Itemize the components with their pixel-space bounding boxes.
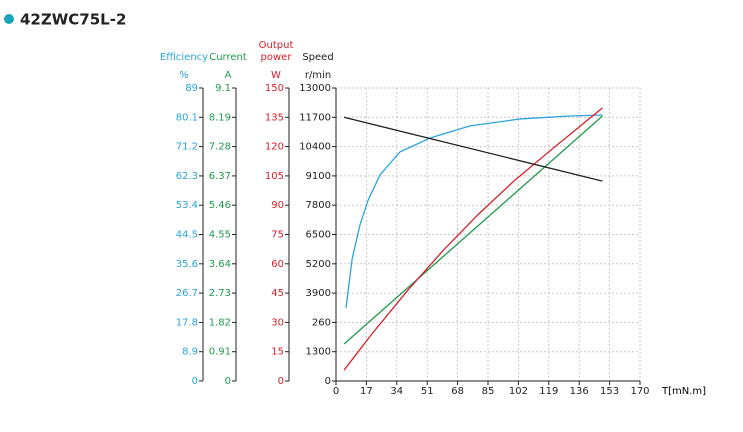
y-axis-title: power [261, 52, 293, 63]
y-tick-label: 0 [192, 376, 198, 387]
y-tick-label: 7800 [306, 200, 331, 211]
curve [345, 114, 603, 308]
y-tick-label: 71.2 [176, 142, 198, 153]
y-tick-label: 9.1 [215, 83, 231, 94]
y-tick-label: 11700 [299, 112, 331, 123]
y-tick-label: 0 [278, 376, 284, 387]
y-axis-unit: % [179, 70, 189, 81]
x-axis-label: T[mN.m] [661, 386, 706, 397]
x-tick-label: 34 [390, 386, 403, 397]
y-tick-label: 26.7 [176, 288, 198, 299]
y-tick-label: 1300 [306, 347, 331, 358]
x-tick-label: 68 [451, 386, 464, 397]
chart-title: 42ZWC75L-2 [20, 11, 126, 29]
y-tick-label: 10400 [299, 142, 331, 153]
y-tick-label: 105 [265, 171, 284, 182]
y-tick-label: 0.91 [209, 347, 231, 358]
y-axis-title: Output [259, 40, 294, 51]
y-tick-label: 9100 [306, 171, 331, 182]
y-tick-label: 60 [271, 259, 284, 270]
y-axis-unit: r/min [305, 70, 331, 81]
curve [343, 116, 603, 182]
x-tick-label: 119 [539, 386, 558, 397]
y-axis-unit: A [225, 70, 232, 81]
y-tick-label: 8.19 [209, 112, 231, 123]
x-tick-label: 85 [482, 386, 495, 397]
x-tick-label: 102 [509, 386, 528, 397]
y-axis-title: Efficiency [160, 52, 208, 63]
y-tick-label: 4.55 [209, 230, 231, 241]
y-tick-label: 3900 [306, 288, 331, 299]
y-tick-label: 44.5 [176, 230, 198, 241]
y-tick-label: 3.64 [209, 259, 231, 270]
y-axis-title: Current [209, 52, 247, 63]
curve [343, 115, 603, 345]
y-tick-label: 13000 [299, 83, 331, 94]
y-tick-label: 7.28 [209, 142, 231, 153]
y-tick-label: 0 [325, 376, 331, 387]
y-tick-label: 5200 [306, 259, 331, 270]
y-tick-label: 2.73 [209, 288, 231, 299]
y-tick-label: 150 [265, 83, 284, 94]
y-tick-label: 0 [225, 376, 231, 387]
y-axis-title: Speed [302, 52, 333, 63]
y-tick-label: 260 [312, 317, 331, 328]
y-tick-label: 62.3 [176, 171, 198, 182]
y-tick-label: 53.4 [176, 200, 198, 211]
y-tick-label: 45 [271, 288, 284, 299]
y-tick-label: 80.1 [176, 112, 198, 123]
y-tick-label: 135 [265, 112, 284, 123]
x-tick-label: 51 [421, 386, 434, 397]
y-tick-label: 90 [271, 200, 284, 211]
y-tick-label: 8.9 [182, 347, 198, 358]
x-tick-label: 0 [333, 386, 339, 397]
curve [343, 107, 603, 371]
x-tick-label: 170 [630, 386, 649, 397]
x-tick-label: 153 [600, 386, 619, 397]
y-tick-label: 75 [271, 230, 284, 241]
x-tick-label: 17 [360, 386, 373, 397]
y-tick-label: 35.6 [176, 259, 198, 270]
y-tick-label: 89 [185, 83, 198, 94]
y-tick-label: 6500 [306, 230, 331, 241]
y-tick-label: 1.82 [209, 317, 231, 328]
y-tick-label: 30 [271, 317, 284, 328]
x-tick-label: 136 [570, 386, 589, 397]
y-axis-unit: W [271, 70, 281, 81]
y-tick-label: 120 [265, 142, 284, 153]
y-tick-label: 6.37 [209, 171, 231, 182]
title-dot [4, 14, 14, 24]
y-tick-label: 17.8 [176, 317, 198, 328]
y-tick-label: 15 [271, 347, 284, 358]
y-tick-label: 5.46 [209, 200, 231, 211]
